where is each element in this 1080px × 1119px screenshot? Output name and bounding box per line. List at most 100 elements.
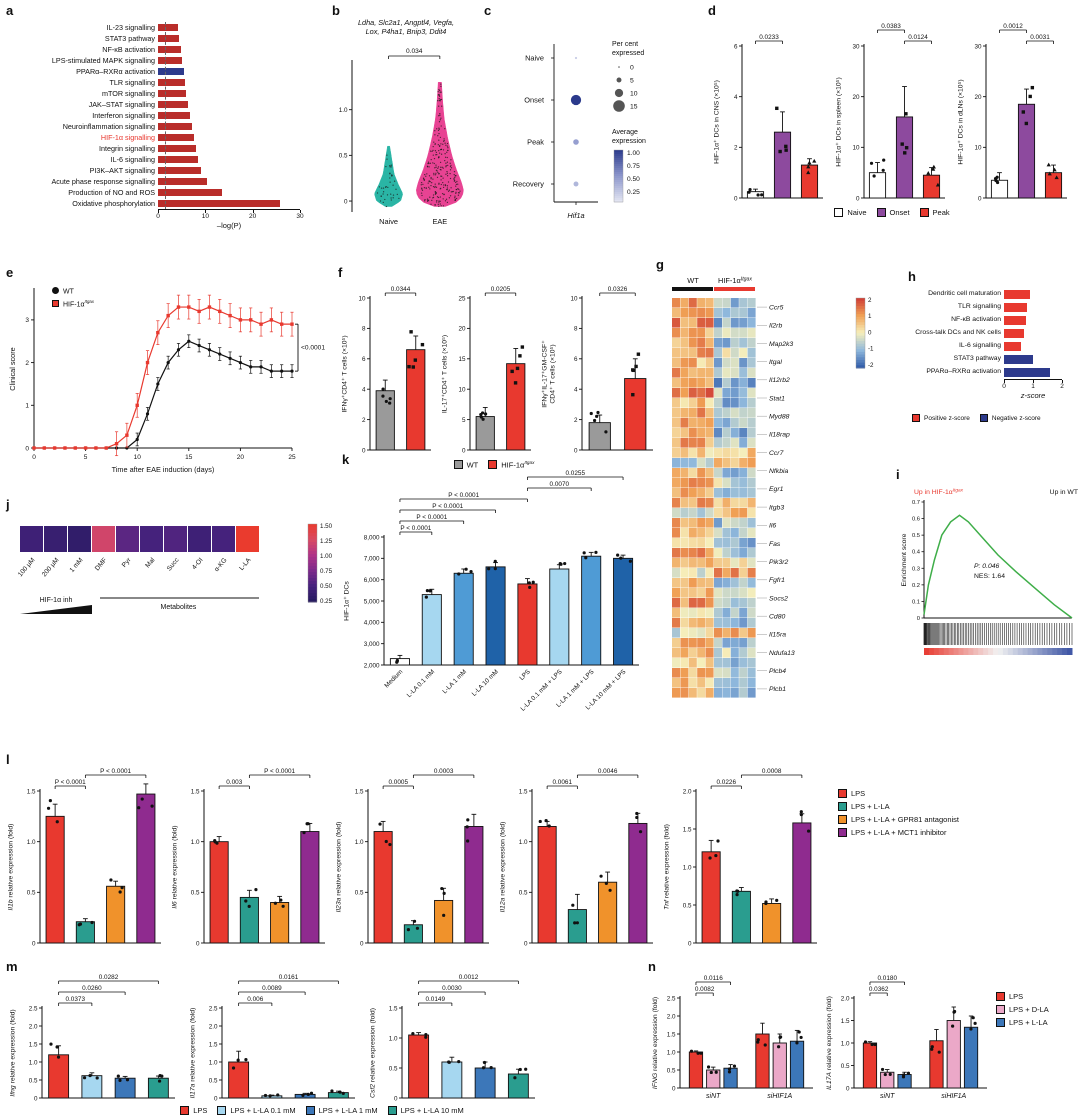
colorbar-tick: 0.50: [627, 176, 640, 183]
heat-cell: [688, 418, 697, 428]
sample-point: [432, 185, 435, 188]
metabolite-heatmap-svg: 100 μM 200 μM 1 mM DMF Pyr Mal Succ 4-OI α-KG L-L…: [17, 523, 333, 614]
data-point: [268, 1094, 272, 1098]
heat-colorbar: [856, 335, 865, 339]
data-point: [900, 142, 904, 146]
bar-row-label: TLR signalling: [109, 77, 155, 87]
sample-point: [457, 194, 460, 196]
legend-item: WT: [453, 460, 478, 470]
data-point: [457, 1060, 461, 1064]
data-point: [411, 365, 415, 369]
legend-label: LPS: [193, 1106, 208, 1115]
heat-cell: [236, 526, 259, 552]
sample-point: [437, 157, 440, 159]
tspan: Il1b: [8, 899, 15, 910]
data-point: [176, 305, 181, 309]
sample-point: [437, 91, 439, 93]
gene-label: Plcb4: [769, 668, 786, 675]
heat-colorbar: [856, 357, 865, 361]
sample-point: [446, 172, 449, 174]
heat-cell: [697, 408, 706, 418]
heat-colorbar: [856, 338, 865, 342]
heat-cell: [747, 358, 756, 368]
data-point: [306, 1092, 310, 1096]
sample-point: [442, 205, 445, 207]
heat-cell: [747, 428, 756, 438]
tspan: relative expression (fold): [10, 1009, 17, 1085]
enrichment-curve: [923, 514, 1073, 619]
sample-point: [440, 91, 442, 93]
y-tick-label: 0: [34, 1095, 38, 1102]
heat-colorbar: [856, 324, 865, 329]
violin-plot: 0 0.5 1.0 Naive EAE 0.034: [332, 42, 480, 236]
column-label: Pyr: [121, 556, 133, 569]
data-point: [466, 839, 470, 843]
data-point: [118, 1078, 122, 1082]
panel-letter-k: k: [342, 452, 350, 467]
heat-cell: [747, 378, 756, 388]
heat-cell: [730, 638, 739, 648]
rank-gradient: [1027, 648, 1034, 655]
heat-cell: [697, 438, 706, 448]
heat-cell: [680, 608, 689, 618]
heat-cell: [672, 508, 680, 518]
heat-cell: [680, 638, 689, 648]
heat-cell: [739, 338, 748, 348]
heat-cell: [730, 588, 739, 598]
data-point: [604, 881, 608, 885]
sample-point: [434, 204, 436, 206]
sample-point: [449, 177, 452, 180]
sample-point: [438, 183, 440, 185]
y-axis-label: Il17a relative expression (fold): [190, 1008, 197, 1099]
heat-cell: [739, 538, 748, 548]
bar: [1017, 103, 1036, 199]
data-point: [1047, 171, 1052, 176]
heat-colorbar: [856, 330, 865, 334]
gene-label: Il15ra: [769, 632, 786, 639]
data-point: [764, 900, 768, 904]
heat-cell: [688, 398, 697, 408]
x-axis-tick-label: 30: [296, 213, 304, 220]
heat-cell: [714, 428, 722, 438]
y-tick-label: 20: [974, 94, 982, 101]
data-point: [187, 305, 191, 309]
data-point: [479, 415, 483, 419]
heat-cell: [714, 328, 722, 338]
heat-colorbar: [856, 365, 865, 369]
bar-row-label: IL-6 signalling: [110, 154, 155, 164]
heat-cell: [697, 338, 706, 348]
y-tick-label: 0.5: [339, 153, 348, 160]
heat-cell: [672, 688, 680, 698]
sample-point: [389, 173, 391, 175]
bar-row-label: JAK–STAT signalling: [88, 99, 155, 109]
y-tick-label: 0: [196, 940, 200, 947]
gene-set-title-line2: Lox, P4ha1, Bnip3, Ddit4: [365, 27, 447, 37]
sample-point: [446, 188, 448, 191]
data-point: [218, 309, 222, 314]
data-point: [863, 1040, 868, 1044]
heat-cell: [705, 418, 714, 428]
x-category-label: EAE: [432, 217, 447, 226]
heat-cell: [705, 668, 714, 678]
data-point: [599, 874, 603, 878]
y-tick-label: 0.7: [912, 500, 920, 506]
panel-g-heatmap: g WT HIF-1αItgax Ccr5 Il2rb Map2k3 Itgal Il12r…: [656, 258, 902, 738]
data-point: [249, 318, 253, 322]
heat-cell: [672, 448, 680, 458]
y-tick-label: 0: [462, 447, 466, 454]
heat-cell: [747, 648, 756, 658]
y-tick-label: 0: [734, 195, 738, 202]
data-point: [971, 1016, 975, 1020]
sample-point: [457, 187, 459, 190]
data-point: [708, 856, 712, 860]
rank-gradient: [1062, 648, 1068, 655]
data-point: [888, 1072, 892, 1076]
heat-cell: [722, 328, 731, 338]
y-axis-label: IFNγ⁺IL-17⁺GM-CSF⁺: [542, 340, 549, 408]
legend-item: Negative z-score: [979, 414, 1041, 422]
heat-cell: [672, 438, 680, 448]
sample-point: [450, 164, 452, 167]
data-point: [869, 161, 874, 165]
